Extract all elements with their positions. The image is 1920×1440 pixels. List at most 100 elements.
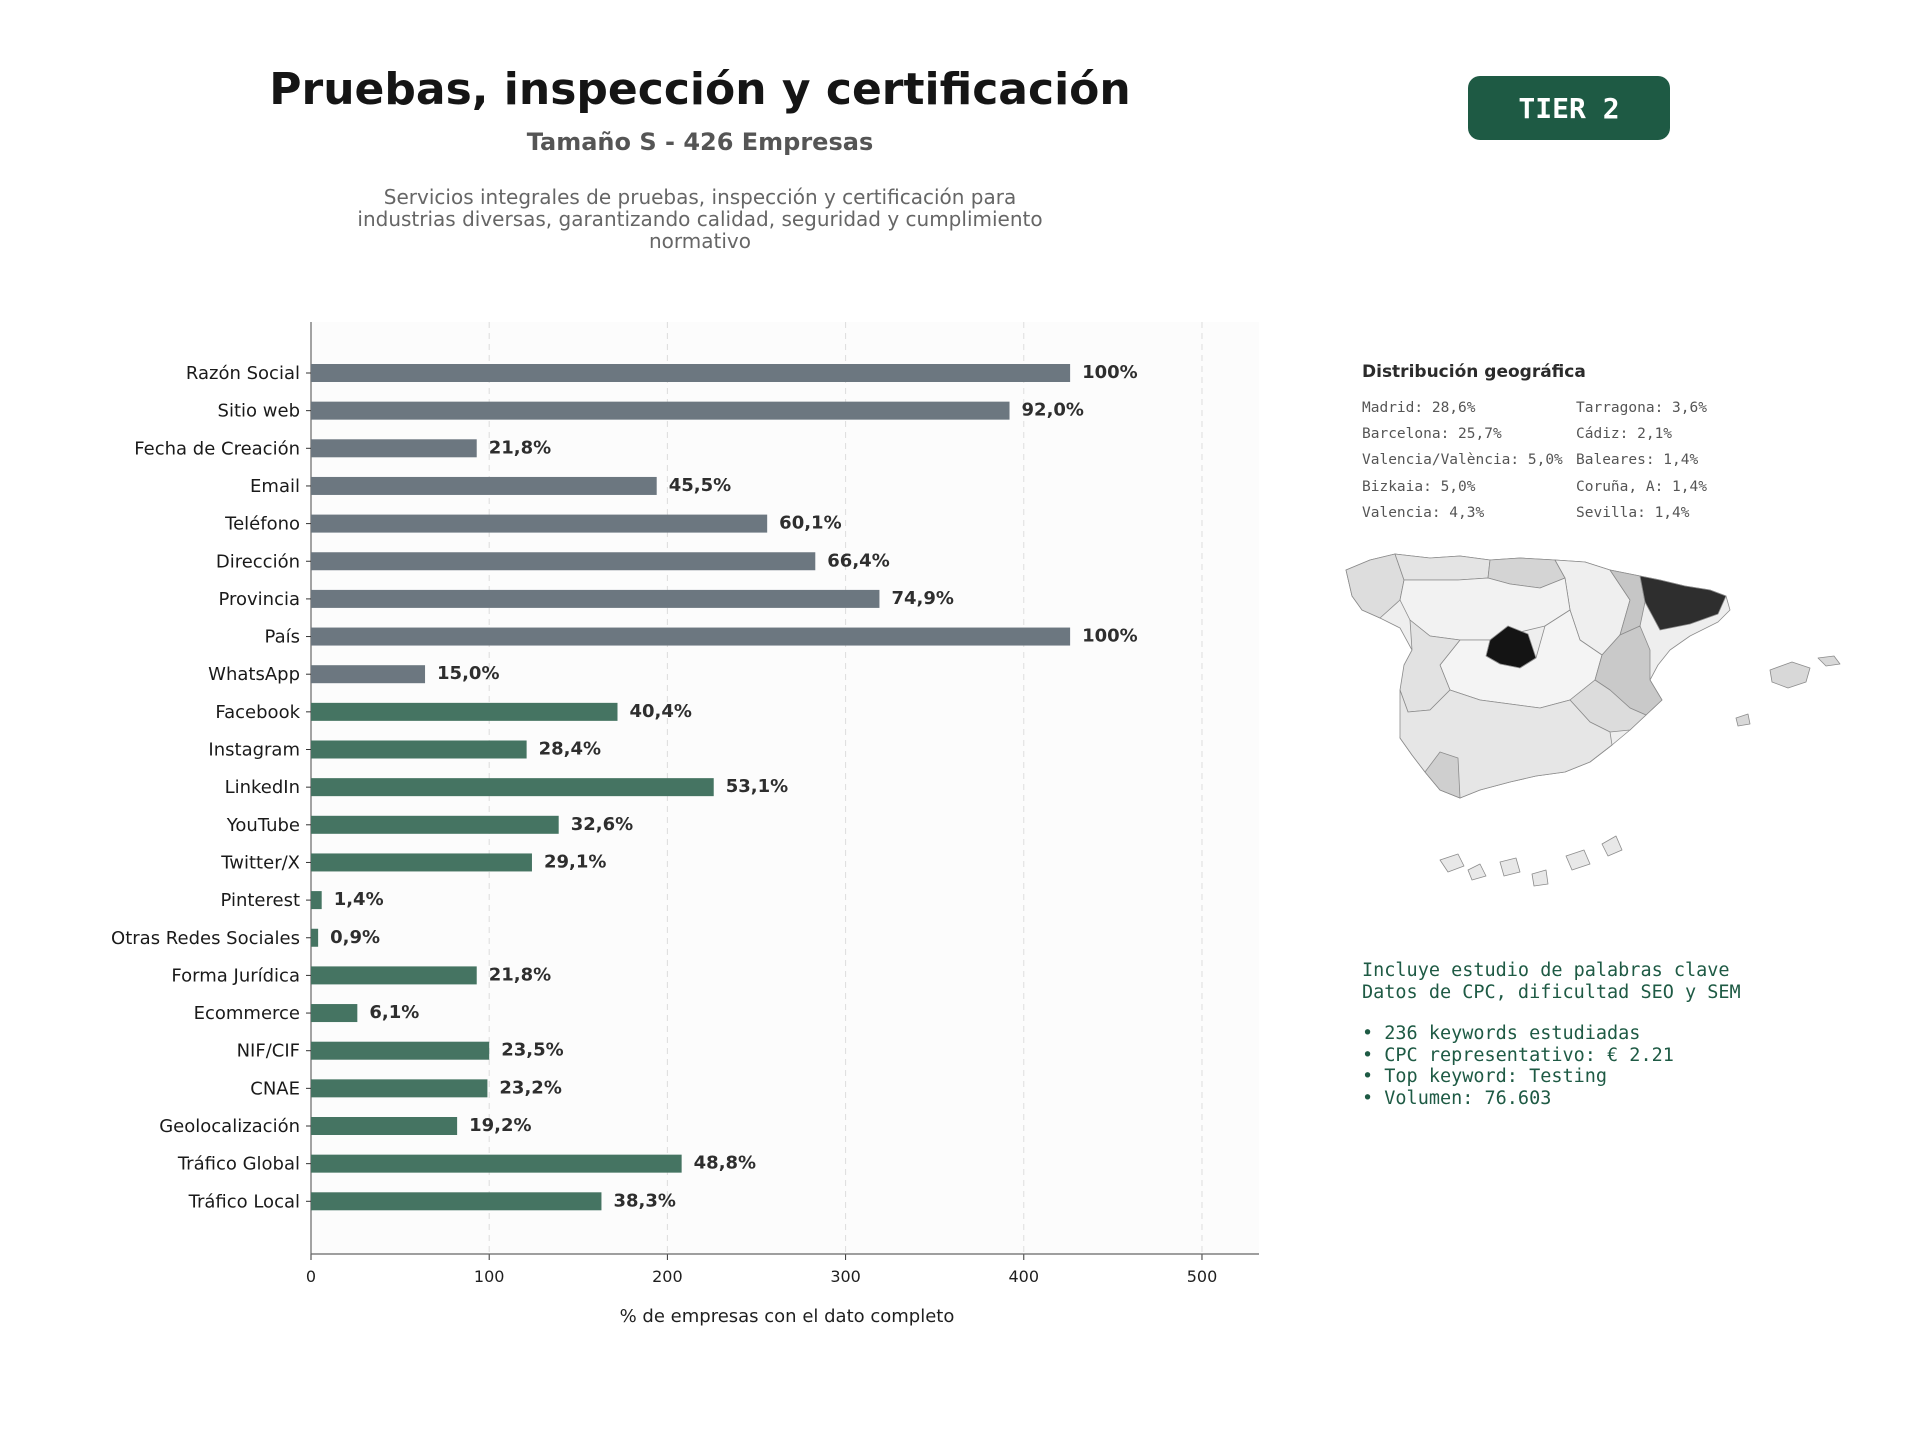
description-line: Servicios integrales de pruebas, inspecc… (383, 185, 1017, 209)
value-label: 45,5% (669, 475, 731, 496)
value-label: 48,8% (694, 1153, 756, 1174)
keyword-bullet: • Volumen: 76.603 (1362, 1087, 1552, 1109)
x-tick-label: 300 (830, 1267, 861, 1286)
value-label: 29,1% (544, 851, 606, 872)
value-label: 15,0% (437, 663, 499, 684)
value-label: 1,4% (334, 889, 384, 910)
geo-item: Madrid: 28,6% (1362, 400, 1476, 416)
bar (311, 1154, 682, 1173)
geo-item: Coruña, A: 1,4% (1576, 479, 1707, 495)
bar (311, 552, 816, 571)
category-label: NIF/CIF (237, 1041, 300, 1062)
category-label: WhatsApp (208, 664, 300, 685)
category-label: Razón Social (186, 363, 300, 384)
page-subtitle: Tamaño S - 426 Empresas (526, 128, 874, 156)
x-tick-label: 0 (306, 1267, 316, 1286)
category-label: Provincia (218, 589, 300, 610)
bar (311, 1041, 490, 1060)
page-title: Pruebas, inspección y certificación (269, 64, 1131, 115)
value-label: 60,1% (779, 513, 841, 534)
value-label: 92,0% (1022, 400, 1084, 421)
value-label: 53,1% (726, 776, 788, 797)
x-axis-title: % de empresas con el dato completo (620, 1306, 955, 1327)
bar (311, 665, 426, 684)
sector-description: Servicios integrales de pruebas, inspecc… (340, 186, 1060, 252)
map-region-cadiz (1424, 751, 1461, 799)
category-label: Tráfico Global (177, 1154, 300, 1175)
bar (311, 966, 477, 985)
geo-title: Distribución geográfica (1362, 362, 1586, 382)
bar (311, 778, 714, 797)
bar (311, 815, 559, 834)
description-line: industrias diversas, garantizando calida… (357, 207, 1043, 231)
geo-item: Sevilla: 1,4% (1576, 505, 1690, 521)
keyword-info: Incluye estudio de palabras clave Datos … (1362, 960, 1741, 1109)
value-label: 100% (1082, 626, 1138, 647)
value-label: 19,2% (469, 1115, 531, 1136)
map-region-barcelona (1639, 575, 1727, 631)
bar (311, 891, 322, 910)
bar (311, 928, 319, 947)
bar (311, 401, 1010, 420)
keyword-intro-line: Incluye estudio de palabras clave (1362, 960, 1730, 981)
description-line: normativo (649, 229, 751, 253)
category-label: País (265, 627, 300, 648)
bar (311, 439, 477, 458)
bar (311, 1192, 602, 1211)
x-tick-label: 500 (1187, 1267, 1218, 1286)
value-label: 21,8% (489, 964, 551, 985)
category-label: CNAE (250, 1078, 300, 1099)
bar (311, 702, 618, 721)
value-label: 23,5% (501, 1040, 563, 1061)
category-label: YouTube (226, 815, 300, 836)
value-label: 40,4% (629, 701, 691, 722)
value-label: 100% (1082, 362, 1138, 383)
spain-province-map (1345, 553, 1841, 887)
value-label: 21,8% (489, 437, 551, 458)
category-label: Sitio web (218, 401, 300, 422)
bar (311, 1004, 358, 1023)
bar (311, 476, 657, 495)
value-label: 0,9% (330, 927, 380, 948)
bar (311, 627, 1071, 646)
x-tick-label: 400 (1009, 1267, 1040, 1286)
category-label: Otras Redes Sociales (111, 928, 300, 949)
value-label: 32,6% (571, 814, 633, 835)
bar (311, 1079, 488, 1098)
bar (311, 1117, 458, 1135)
map-region-ibiza (1735, 713, 1751, 727)
geo-item: Valencia/València: 5,0% (1362, 452, 1563, 468)
bar (311, 514, 768, 533)
map-region-canarias (1439, 835, 1623, 887)
geo-item: Barcelona: 25,7% (1362, 426, 1502, 442)
value-label: 28,4% (539, 739, 601, 760)
map-region-north (1394, 553, 1491, 581)
keyword-intro-line: Datos de CPC, dificultad SEO y SEM (1362, 981, 1741, 1003)
keyword-spacer (1362, 1003, 1741, 1023)
tier-badge: TIER 2 (1468, 76, 1670, 140)
x-tick-label: 200 (652, 1267, 683, 1286)
value-label: 66,4% (827, 550, 889, 571)
geo-item: Cádiz: 2,1% (1576, 426, 1673, 442)
keyword-bullet: • Top keyword: Testing (1362, 1066, 1608, 1087)
bar (311, 589, 880, 608)
bar (311, 853, 532, 872)
value-label: 6,1% (369, 1002, 419, 1023)
value-label: 38,3% (613, 1190, 675, 1211)
map-region-menorca (1817, 655, 1841, 667)
category-label: LinkedIn (225, 777, 300, 798)
category-label: Facebook (215, 702, 300, 723)
x-tick-label: 100 (474, 1267, 505, 1286)
category-label: Teléfono (224, 514, 300, 535)
keyword-bullet: • CPC representativo: € 2.21 (1362, 1044, 1674, 1066)
value-label: 23,2% (499, 1077, 561, 1098)
geo-item: Bizkaia: 5,0% (1362, 479, 1476, 495)
category-label: Twitter/X (220, 852, 300, 873)
category-label: Dirección (216, 551, 300, 572)
category-label: Tráfico Local (188, 1191, 300, 1212)
category-label: Pinterest (220, 890, 300, 911)
category-label: Email (250, 476, 300, 497)
completeness-bar-chart: 0 100 200 300 400 500 % de empresas con el dat… (111, 322, 1259, 1327)
geo-item: Tarragona: 3,6% (1576, 400, 1707, 416)
value-label: 74,9% (891, 588, 953, 609)
